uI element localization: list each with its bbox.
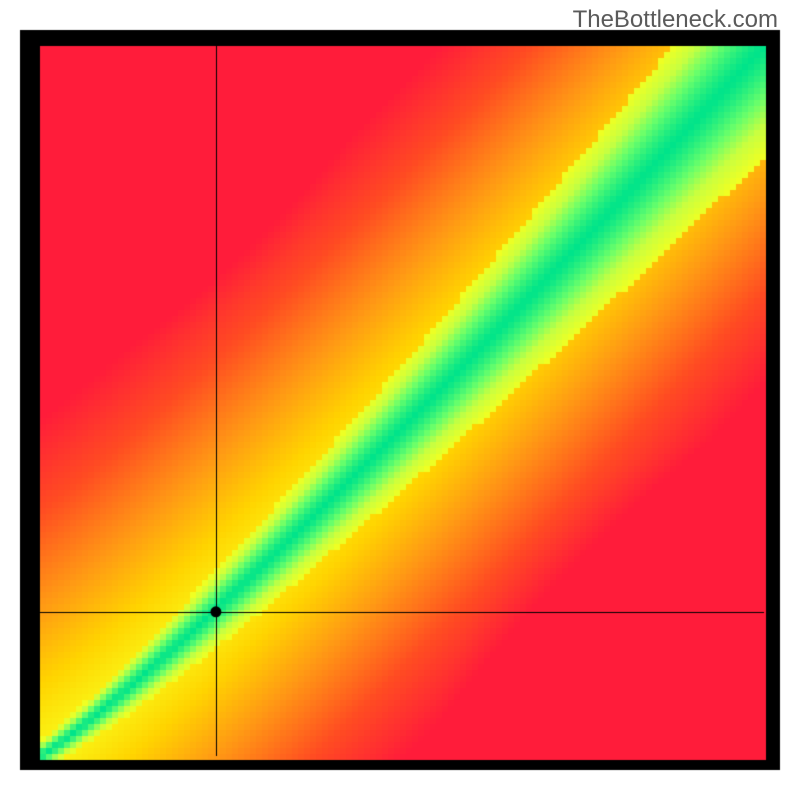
bottleneck-heatmap-canvas	[0, 0, 800, 800]
chart-container: { "watermark": { "text": "TheBottleneck.…	[0, 0, 800, 800]
watermark-text: TheBottleneck.com	[573, 6, 778, 34]
